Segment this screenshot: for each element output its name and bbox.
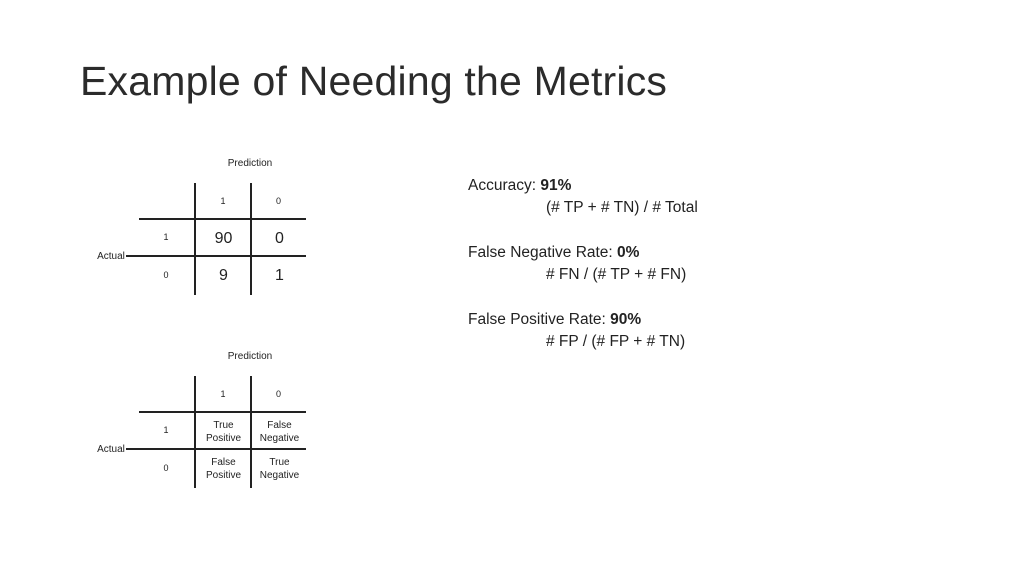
slide-title: Example of Needing the Metrics bbox=[80, 58, 668, 104]
metric-formula: (# TP + # TN) / # Total bbox=[546, 199, 698, 216]
col-header-1: 1 bbox=[220, 196, 226, 206]
grid-line bbox=[139, 411, 306, 413]
cell-true-positive: True Positive bbox=[196, 413, 251, 450]
confusion-matrix-labels: Prediction Actual 1 0 1 0 True Positive F… bbox=[0, 343, 330, 488]
cell-false-negative: False Negative bbox=[252, 413, 307, 450]
metrics-panel: Accuracy: 91% (# TP + # TN) / # Total Fa… bbox=[468, 175, 698, 376]
cell-true-negative: True Negative bbox=[252, 450, 307, 487]
cell-label-line: False bbox=[211, 456, 236, 468]
prediction-label: Prediction bbox=[227, 158, 273, 169]
grid-line bbox=[139, 218, 306, 220]
metric-false-negative-rate: False Negative Rate: 0% # FN / (# TP + #… bbox=[468, 242, 698, 286]
prediction-label: Prediction bbox=[227, 351, 273, 362]
row-header-0: 0 bbox=[163, 463, 169, 473]
metric-false-positive-rate: False Positive Rate: 90% # FP / (# FP + … bbox=[468, 309, 698, 353]
metric-accuracy: Accuracy: 91% (# TP + # TN) / # Total bbox=[468, 175, 698, 219]
metric-value: 91% bbox=[540, 177, 572, 194]
grid-line bbox=[250, 183, 252, 295]
col-header-0: 0 bbox=[275, 196, 281, 206]
col-header-1: 1 bbox=[220, 389, 226, 399]
cell-fp-count: 9 bbox=[219, 266, 228, 284]
row-header-0: 0 bbox=[163, 270, 169, 280]
cell-label-line: Negative bbox=[259, 469, 300, 481]
metric-label: False Negative Rate: bbox=[468, 244, 618, 261]
cell-label-line: True bbox=[213, 419, 234, 431]
metric-value: 0% bbox=[617, 244, 640, 261]
grid-line bbox=[126, 448, 306, 450]
grid-line bbox=[194, 376, 196, 488]
col-header-0: 0 bbox=[275, 389, 281, 399]
actual-label: Actual bbox=[97, 444, 125, 455]
cell-label-line: Negative bbox=[259, 432, 300, 444]
metric-label: Accuracy: bbox=[468, 177, 541, 194]
metric-formula: # FP / (# FP + # TN) bbox=[546, 333, 686, 350]
grid-line bbox=[194, 183, 196, 295]
cell-fn-count: 0 bbox=[275, 229, 284, 247]
grid-line bbox=[126, 255, 306, 257]
confusion-matrix-numeric: Prediction Actual 1 0 1 0 90 0 9 1 bbox=[0, 150, 330, 295]
metric-value: 90% bbox=[610, 311, 642, 328]
cell-label-line: True bbox=[269, 456, 290, 468]
cell-false-positive: False Positive bbox=[196, 450, 251, 487]
grid-line bbox=[250, 376, 252, 488]
metric-formula: # FN / (# TP + # FN) bbox=[546, 266, 687, 283]
cell-label-line: False bbox=[267, 419, 292, 431]
row-header-1: 1 bbox=[163, 232, 169, 242]
cell-label-line: Positive bbox=[205, 469, 241, 481]
metric-label: False Positive Rate: bbox=[468, 311, 611, 328]
row-header-1: 1 bbox=[163, 425, 169, 435]
cell-tp-count: 90 bbox=[214, 229, 233, 247]
cell-tn-count: 1 bbox=[275, 266, 284, 284]
actual-label: Actual bbox=[97, 251, 125, 262]
cell-label-line: Positive bbox=[205, 432, 241, 444]
